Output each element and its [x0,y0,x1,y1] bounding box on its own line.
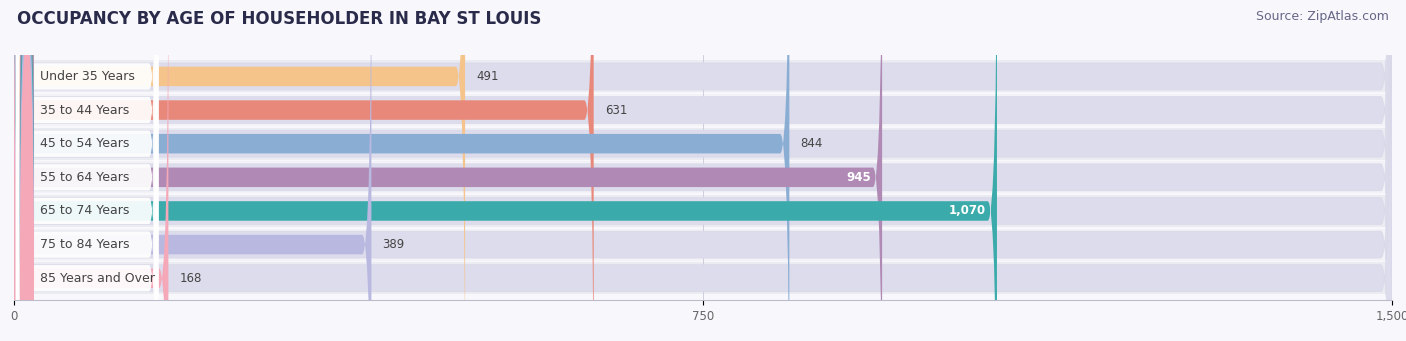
Text: 844: 844 [800,137,823,150]
Circle shape [21,0,34,341]
FancyBboxPatch shape [15,0,159,341]
Text: Source: ZipAtlas.com: Source: ZipAtlas.com [1256,10,1389,23]
Circle shape [21,0,34,341]
Circle shape [21,9,34,341]
Text: 168: 168 [180,272,202,285]
Bar [14,262,1392,294]
Circle shape [21,0,34,312]
FancyBboxPatch shape [15,0,159,341]
Circle shape [21,0,34,341]
Circle shape [21,43,34,341]
Bar [14,161,1392,193]
FancyBboxPatch shape [14,0,882,341]
FancyBboxPatch shape [14,0,1392,341]
Text: 65 to 74 Years: 65 to 74 Years [39,205,129,218]
Text: 85 Years and Over: 85 Years and Over [39,272,155,285]
Text: 45 to 54 Years: 45 to 54 Years [39,137,129,150]
Text: 631: 631 [605,104,627,117]
FancyBboxPatch shape [14,0,593,341]
Text: 491: 491 [477,70,499,83]
Bar [14,195,1392,227]
FancyBboxPatch shape [14,0,789,341]
FancyBboxPatch shape [15,0,159,341]
Text: 55 to 64 Years: 55 to 64 Years [39,171,129,184]
Bar [14,228,1392,261]
Text: 1,070: 1,070 [949,205,986,218]
Bar [14,60,1392,92]
Text: 945: 945 [846,171,872,184]
Text: 389: 389 [382,238,405,251]
FancyBboxPatch shape [14,0,1392,341]
FancyBboxPatch shape [14,0,371,341]
FancyBboxPatch shape [14,0,1392,341]
FancyBboxPatch shape [14,0,1392,341]
FancyBboxPatch shape [15,0,159,341]
FancyBboxPatch shape [15,0,159,341]
FancyBboxPatch shape [14,0,1392,341]
Text: 75 to 84 Years: 75 to 84 Years [39,238,129,251]
Bar [14,94,1392,126]
Text: OCCUPANCY BY AGE OF HOUSEHOLDER IN BAY ST LOUIS: OCCUPANCY BY AGE OF HOUSEHOLDER IN BAY S… [17,10,541,28]
FancyBboxPatch shape [14,0,465,341]
FancyBboxPatch shape [14,0,1392,341]
Text: Under 35 Years: Under 35 Years [39,70,135,83]
FancyBboxPatch shape [14,0,169,341]
Text: 35 to 44 Years: 35 to 44 Years [39,104,129,117]
Circle shape [21,0,34,341]
FancyBboxPatch shape [15,0,159,341]
FancyBboxPatch shape [15,0,159,341]
FancyBboxPatch shape [14,0,997,341]
Bar [14,128,1392,160]
FancyBboxPatch shape [14,0,1392,341]
